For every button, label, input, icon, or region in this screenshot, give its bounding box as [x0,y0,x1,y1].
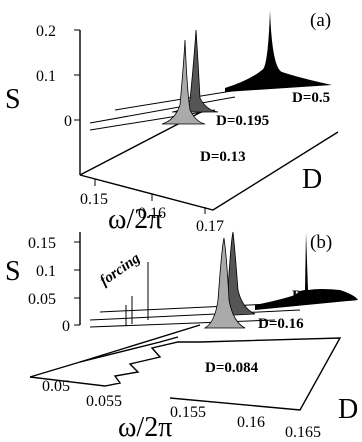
s-tick-label-b-0: 0.15 [28,235,56,252]
spectrum-b-D0.5 [255,232,358,310]
x-tick-label-a-0: 0.15 [80,191,108,208]
spectrum-a-D0.13 [161,39,206,125]
x-tick-label-b-4: 0.165 [285,424,321,441]
x-axis-label-a: ω/2π [108,204,162,235]
panel-a: 0.2 0.1 0 S D=0.5 D=0.195 D=0.13 0.15 0.… [5,10,339,235]
panel-label-b: (b) [310,232,332,253]
panel-label-a: (a) [310,10,331,31]
s-tick-label-a-1: 0.1 [36,68,56,85]
series-label-b-2: D=0.084 [205,360,259,376]
base-plane-a [79,131,339,211]
x-tick-label-a-2: 0.17 [196,218,224,235]
x-axis-label-b: ω/2π [118,412,172,442]
s-axis-label-b: S [5,256,21,287]
s-tick-label-b-3: 0 [62,318,70,335]
s-tick-label-a-2: 0 [64,113,72,130]
x-tick-label-b-1: 0.055 [86,393,122,410]
series-label-a-0: D=0.5 [292,90,330,106]
s-tick-label-b-1: 0.1 [36,263,56,280]
baseline-b-2 [89,319,276,328]
series-label-a-1: D=0.195 [216,113,269,129]
x-tick-label-a-1: 0.16 [138,205,166,222]
s-axis-label-a: S [5,84,21,115]
baseline-a-2 [89,109,216,131]
x-tick-label-b-3: 0.16 [237,414,265,431]
series-label-a-2: D=0.13 [200,149,246,165]
base-plane-right-b [169,337,342,411]
x-tick-label-b-0: 0.05 [42,378,70,395]
spectrum-b-D0.084 [203,237,246,329]
s-tick-label-a-0: 0.2 [36,23,56,40]
d-axis-label-a: D [302,164,322,195]
panel-b: 0.15 0.1 0.05 0 S D=0.5 D=0.16 D=0.084 f… [5,231,358,442]
series-label-b-0: D=0.5 [292,288,330,304]
break-zigzag-b [29,341,200,387]
d-axis-label-b: D [338,394,358,425]
series-label-b-1: D=0.16 [258,316,304,332]
spectrum-a-D0.5 [225,10,332,92]
forcing-annotation: forcing [97,250,143,289]
baseline-b-1 [89,309,301,321]
base-back-edge-b [79,324,201,363]
s-tick-label-b-2: 0.05 [28,291,56,308]
base-plane-front-b [29,361,81,378]
base-plane-back-b [79,336,179,363]
baseline-a-1 [89,96,236,124]
x-tick-label-b-2: 0.155 [170,404,206,421]
